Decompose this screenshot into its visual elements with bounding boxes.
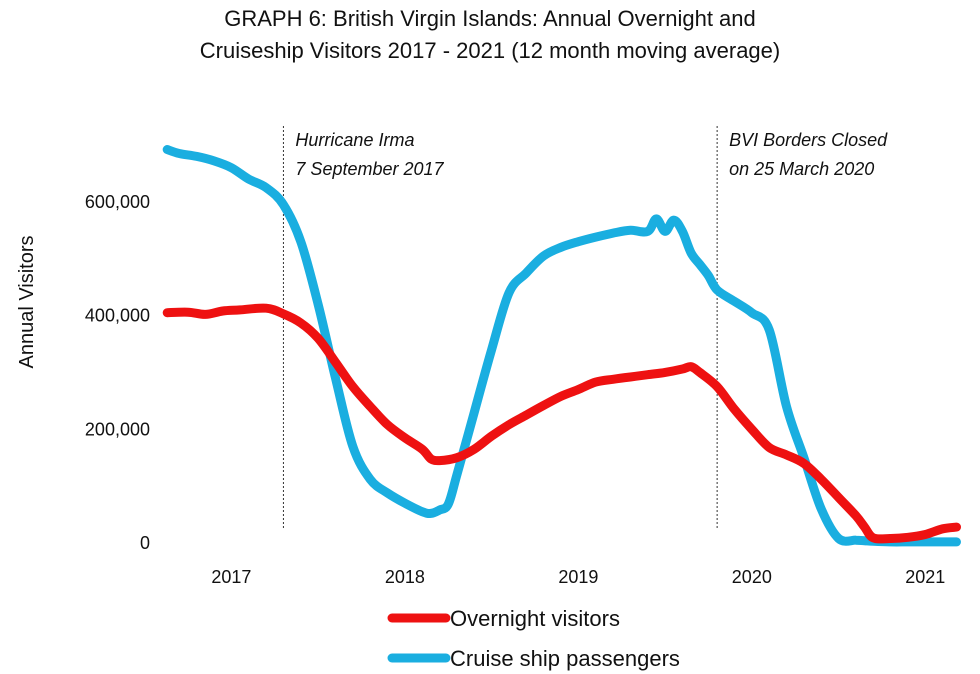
x-tick-label: 2020 [732, 567, 772, 587]
x-tick-label: 2021 [905, 567, 945, 587]
y-axis-label: Annual Visitors [16, 235, 38, 368]
series-line-cruise-ship-passengers [162, 145, 961, 547]
y-tick-label: 600,000 [85, 192, 150, 212]
y-tick-label: 0 [140, 533, 150, 553]
legend-label: Cruise ship passengers [450, 646, 680, 671]
annotation-text: on 25 March 2020 [729, 159, 874, 179]
annotation-text: Hurricane Irma [295, 130, 414, 150]
series-line-overnight-visitors [162, 303, 961, 544]
legend-label: Overnight visitors [450, 606, 620, 631]
chart-subtitle: Cruiseship Visitors 2017 - 2021 (12 mont… [199, 38, 781, 63]
chart-title: GRAPH 6: British Virgin Islands: Annual … [224, 6, 756, 31]
x-tick-label: 2019 [558, 567, 598, 587]
annotation-text: 7 September 2017 [295, 159, 444, 179]
x-tick-label: 2017 [211, 567, 251, 587]
x-tick-label: 2018 [385, 567, 425, 587]
annotation-text: BVI Borders Closed [729, 130, 888, 150]
y-tick-label: 200,000 [85, 419, 150, 439]
y-tick-label: 400,000 [85, 306, 150, 326]
